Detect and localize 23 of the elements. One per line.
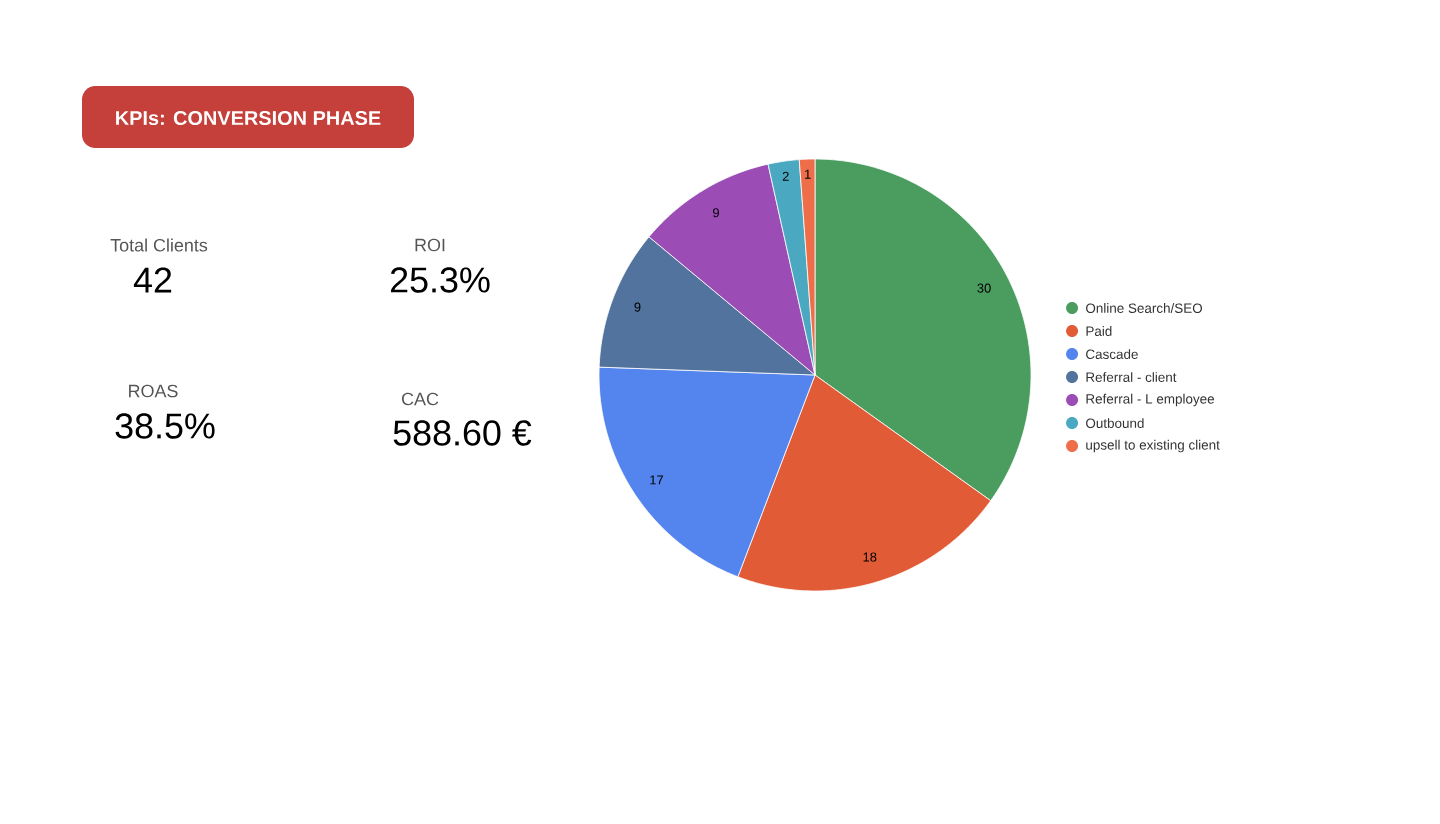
text: 38.5%: [115, 413, 215, 439]
text: 588.60 €: [393, 420, 532, 446]
legend-label: upsell to existing client: [1086, 439, 1220, 453]
data-label: 9: [634, 302, 641, 312]
data-label: 2: [782, 171, 789, 181]
legend-label: Referral - client: [1086, 372, 1177, 382]
text: ROAS: [129, 384, 178, 398]
legend-label: Referral - L employee: [1086, 393, 1215, 407]
text: ROI: [415, 238, 445, 252]
text: 25.3%: [390, 267, 490, 293]
text: KPIs: CONVERSION PHASE: [116, 110, 381, 126]
text: CAC: [401, 392, 439, 406]
legend-label: Outbound: [1086, 418, 1144, 428]
text: Total Clients: [110, 238, 208, 252]
data-label: 18: [863, 552, 877, 562]
data-label: 1: [805, 169, 811, 179]
legend-label: Cascade: [1086, 349, 1138, 359]
legend-label: Paid: [1086, 326, 1112, 336]
data-label: 17: [650, 475, 664, 485]
legend-label: Online Search/SEO: [1086, 303, 1203, 313]
data-label: 9: [713, 208, 719, 218]
data-label: 30: [977, 283, 991, 293]
text: 42: [133, 267, 172, 293]
